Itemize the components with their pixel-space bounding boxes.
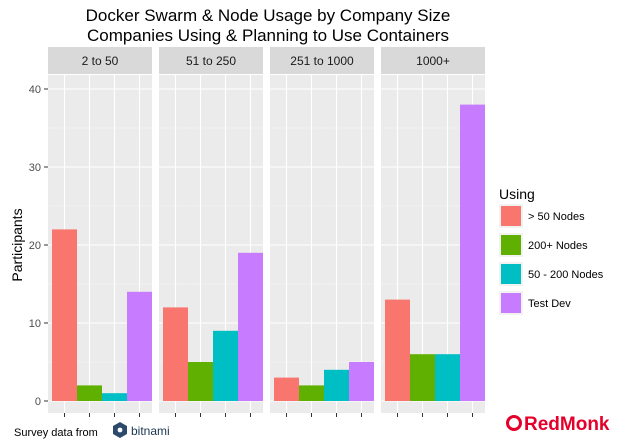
bar [349,362,374,401]
bar [460,104,485,401]
legend-item: 50 - 200 Nodes [499,262,604,286]
legend-label: 50 - 200 Nodes [528,269,604,281]
redmonk-logo: RedMonk [506,414,610,435]
y-tick-label: 30 [29,162,41,174]
bar [238,252,263,401]
y-axis-label: Participants [9,208,25,281]
y-tick-label: 40 [29,84,41,96]
bar [52,229,77,401]
legend-label: > 50 Nodes [528,211,585,223]
legend-item: 200+ Nodes [499,233,588,257]
bar [163,307,188,401]
facet-strip-label: 1000+ [416,54,450,68]
legend-swatch [501,293,521,313]
facet-strip [48,47,152,74]
bar [213,330,238,401]
bar [274,377,299,401]
redmonk-logo-text: RedMonk [524,414,610,435]
bar [299,385,324,401]
facet-strip-label: 2 to 50 [82,54,119,68]
y-tick-label: 10 [29,318,41,330]
legend-label: Test Dev [528,298,571,310]
chart-title: Docker Swarm & Node Usage by Company Siz… [86,6,451,25]
facet-panel: 2 to 50 [48,47,152,417]
bar [77,385,102,401]
bar [385,299,410,401]
bitnami-logo-text: bitnami [131,424,170,438]
facet-strip [159,47,263,74]
facet-strip-label: 51 to 250 [186,54,236,68]
bar [435,354,460,401]
chart-subtitle: Companies Using & Planning to Use Contai… [87,26,449,45]
bar [102,393,127,401]
panel-background [270,75,374,413]
legend-swatch [501,264,521,284]
facet-strip [381,47,485,74]
facet-panel: 251 to 1000 [270,47,374,417]
facet-strip-label: 251 to 1000 [290,54,354,68]
facet-panel: 1000+ [381,47,485,417]
legend-item: > 50 Nodes [499,204,585,228]
facet-strip [270,47,374,74]
bitnami-logo: bitnami [113,422,170,438]
y-tick-label: 20 [29,240,41,252]
legend-title: Using [499,186,535,202]
bar [324,369,349,401]
bar [188,362,213,401]
survey-credit-text: Survey data from [14,427,98,439]
y-tick-label: 0 [35,396,41,408]
redmonk-mark-icon [506,415,522,431]
legend-item: Test Dev [499,291,571,315]
bar [127,291,152,401]
legend-swatch [501,206,521,226]
bar [410,354,435,401]
facet-panel: 51 to 250 [159,47,263,417]
legend-label: 200+ Nodes [528,240,588,252]
legend-swatch [501,235,521,255]
